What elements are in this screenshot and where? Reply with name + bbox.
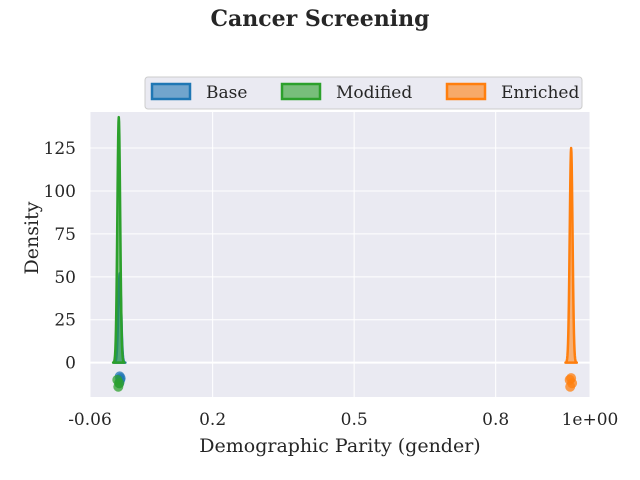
plot-area — [90, 112, 590, 397]
legend-swatch — [150, 82, 192, 101]
x-axis-label: Demographic Parity (gender) — [199, 435, 480, 457]
x-tick-label: 1e+00 — [562, 410, 619, 430]
x-tick-label: 0.5 — [341, 410, 368, 430]
y-tick-label: 0 — [65, 354, 76, 374]
legend-label: Enriched — [501, 83, 579, 103]
legend-label: Modified — [336, 83, 412, 103]
legend-swatch — [280, 82, 322, 101]
legend-label: Base — [206, 83, 247, 103]
legend-item-modified: Modified — [280, 82, 412, 103]
legend-item-enriched: Enriched — [445, 82, 579, 103]
y-tick-label: 50 — [54, 268, 76, 288]
y-tick-label: 25 — [54, 311, 76, 331]
y-axis-label: Density — [21, 201, 43, 274]
rug-point-modified — [114, 378, 125, 389]
series-layer — [111, 115, 579, 392]
legend: Base Modified Enriched — [144, 76, 583, 110]
density-curve-modified — [111, 115, 126, 364]
chart-title: Cancer Screening — [210, 6, 429, 32]
series-enriched — [564, 146, 579, 392]
y-tick-labels: 0 25 50 75 100 125 — [44, 139, 76, 374]
x-tick-labels: -0.06 0.2 0.5 0.8 1e+00 — [68, 410, 618, 430]
legend-item-base: Base — [150, 82, 247, 103]
rug-point-enriched — [566, 373, 577, 384]
legend-swatch — [445, 82, 487, 101]
x-tick-label: 0.2 — [199, 410, 226, 430]
x-tick-label: 0.8 — [482, 410, 509, 430]
density-curve-enriched — [564, 146, 579, 364]
series-modified — [111, 115, 126, 392]
x-tick-label: -0.06 — [68, 410, 112, 430]
y-tick-label: 100 — [44, 182, 76, 202]
y-tick-label: 75 — [54, 225, 76, 245]
rug-point-enriched — [565, 381, 576, 392]
y-tick-label: 125 — [44, 139, 76, 159]
